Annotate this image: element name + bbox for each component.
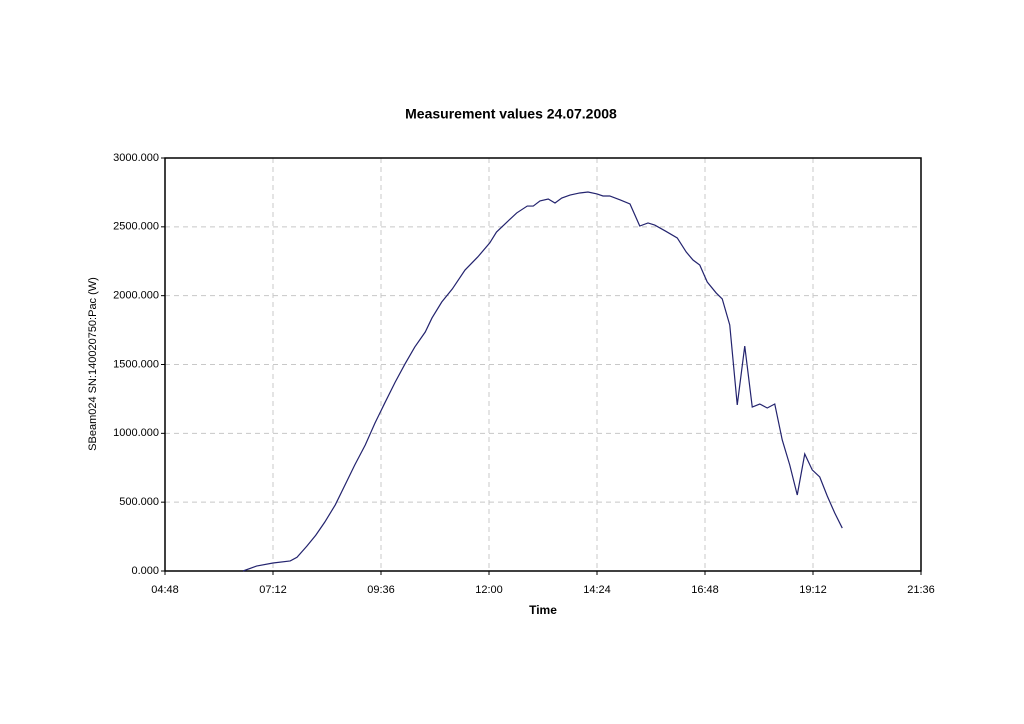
y-tick-label: 0.000	[131, 565, 159, 577]
plot-frame	[164, 157, 922, 572]
x-tick-label: 12:00	[475, 584, 503, 596]
y-axis-label: SBeam024 SN:140020750:Pac (W)	[87, 277, 99, 451]
chart-title: Measurement values 24.07.2008	[405, 106, 617, 122]
x-tick-label: 09:36	[367, 584, 395, 596]
x-tick-label: 07:12	[259, 584, 287, 596]
y-tick-label: 3000.000	[113, 152, 159, 164]
x-tick-label: 19:12	[799, 584, 827, 596]
y-tick-label: 2500.000	[113, 221, 159, 233]
x-tick-label: 16:48	[691, 584, 719, 596]
y-tick-label: 1000.000	[113, 427, 159, 439]
data-line	[242, 191, 843, 572]
x-tick-label: 04:48	[151, 584, 179, 596]
y-tick-label: 2000.000	[113, 290, 159, 302]
y-tick-label: 500.000	[119, 496, 159, 508]
x-axis-label: Time	[529, 603, 557, 617]
x-tick-label: 21:36	[907, 584, 935, 596]
y-tick-label: 1500.000	[113, 358, 159, 370]
x-tick-label: 14:24	[583, 584, 611, 596]
